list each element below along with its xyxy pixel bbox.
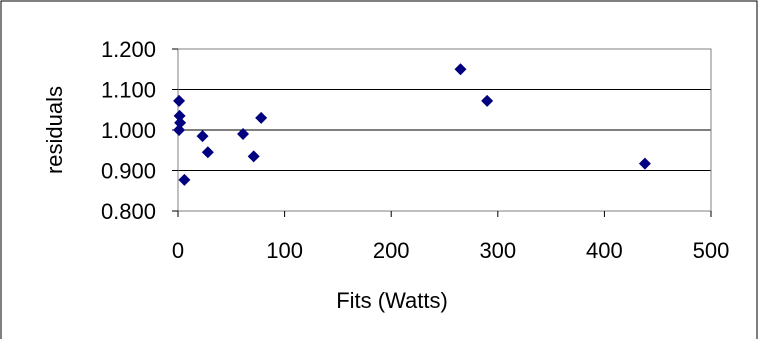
data-point-5	[196, 130, 209, 143]
y-tick-label: 1.200	[101, 37, 156, 62]
data-point-1	[173, 109, 186, 122]
x-tick-label: 500	[693, 238, 730, 263]
y-axis-ticks: 0.800 0.900 1.000 1.100 1.200	[101, 37, 178, 224]
x-axis-title: Fits (Watts)	[336, 288, 448, 313]
data-point-6	[201, 146, 214, 159]
x-tick-label: 400	[586, 238, 623, 263]
data-points	[173, 63, 651, 186]
data-point-3	[173, 124, 186, 136]
y-tick-label: 0.900	[101, 159, 156, 184]
y-axis-title: residuals	[42, 86, 67, 174]
x-axis-ticks: 0 100 200 300 400 500	[172, 211, 729, 263]
x-tick-label: 0	[172, 238, 184, 263]
y-tick-label: 1.000	[101, 118, 156, 143]
data-point-7	[237, 128, 250, 141]
data-point-8	[247, 150, 260, 163]
data-point-0	[173, 94, 186, 107]
data-point-4	[178, 173, 191, 186]
x-tick-label: 200	[373, 238, 410, 263]
data-point-2	[174, 116, 187, 129]
data-point-9	[255, 111, 268, 124]
data-point-12	[638, 157, 651, 170]
y-tick-label: 0.800	[101, 199, 156, 224]
data-point-11	[481, 94, 494, 107]
x-tick-label: 300	[479, 238, 516, 263]
y-tick-label: 1.100	[101, 78, 156, 103]
x-tick-label: 100	[266, 238, 303, 263]
data-point-10	[454, 63, 467, 76]
